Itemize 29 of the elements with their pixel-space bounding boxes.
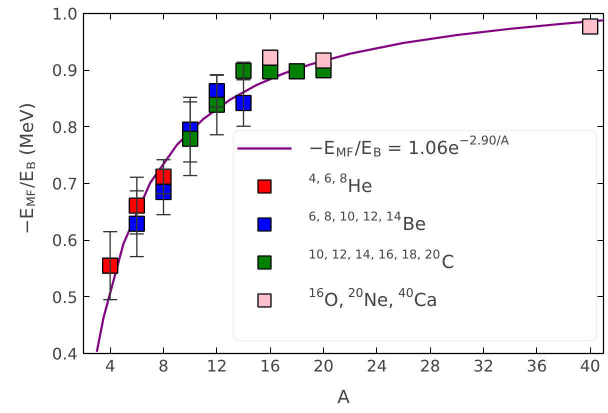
x-tick-label: 4 (105, 356, 116, 376)
point (102, 258, 118, 274)
x-tick-label: 40 (580, 356, 600, 376)
point (128, 216, 145, 232)
x-axis-title: A (337, 387, 350, 408)
point (128, 197, 145, 214)
x-tick-label: 20 (313, 356, 334, 376)
y-tick-label: 0.5 (52, 288, 78, 307)
point (582, 18, 598, 35)
line-series (96, 19, 604, 353)
x-tick-label: 32 (473, 356, 494, 376)
y-axis-title: −EMF/EB (MeV) (17, 102, 38, 234)
y-tick-label: 0.7 (52, 174, 78, 194)
point (315, 52, 332, 69)
point (235, 94, 252, 112)
x-tick-label: 24 (366, 356, 388, 376)
point (182, 130, 198, 147)
x-tick-label: 36 (526, 356, 548, 376)
y-tick-label: 0.9 (52, 61, 78, 80)
y-tick-label: 1.0 (52, 4, 78, 24)
y-tick-label: 0.6 (52, 231, 78, 250)
point (262, 50, 278, 66)
y-tick-label: 0.4 (52, 344, 78, 364)
x-tick-label: 12 (206, 356, 228, 376)
point (288, 63, 305, 80)
x-tick-label: 8 (158, 356, 169, 376)
x-tick-label: 28 (420, 356, 440, 376)
y-tick-label: 0.8 (52, 118, 78, 137)
x-tick-label: 16 (260, 356, 280, 376)
